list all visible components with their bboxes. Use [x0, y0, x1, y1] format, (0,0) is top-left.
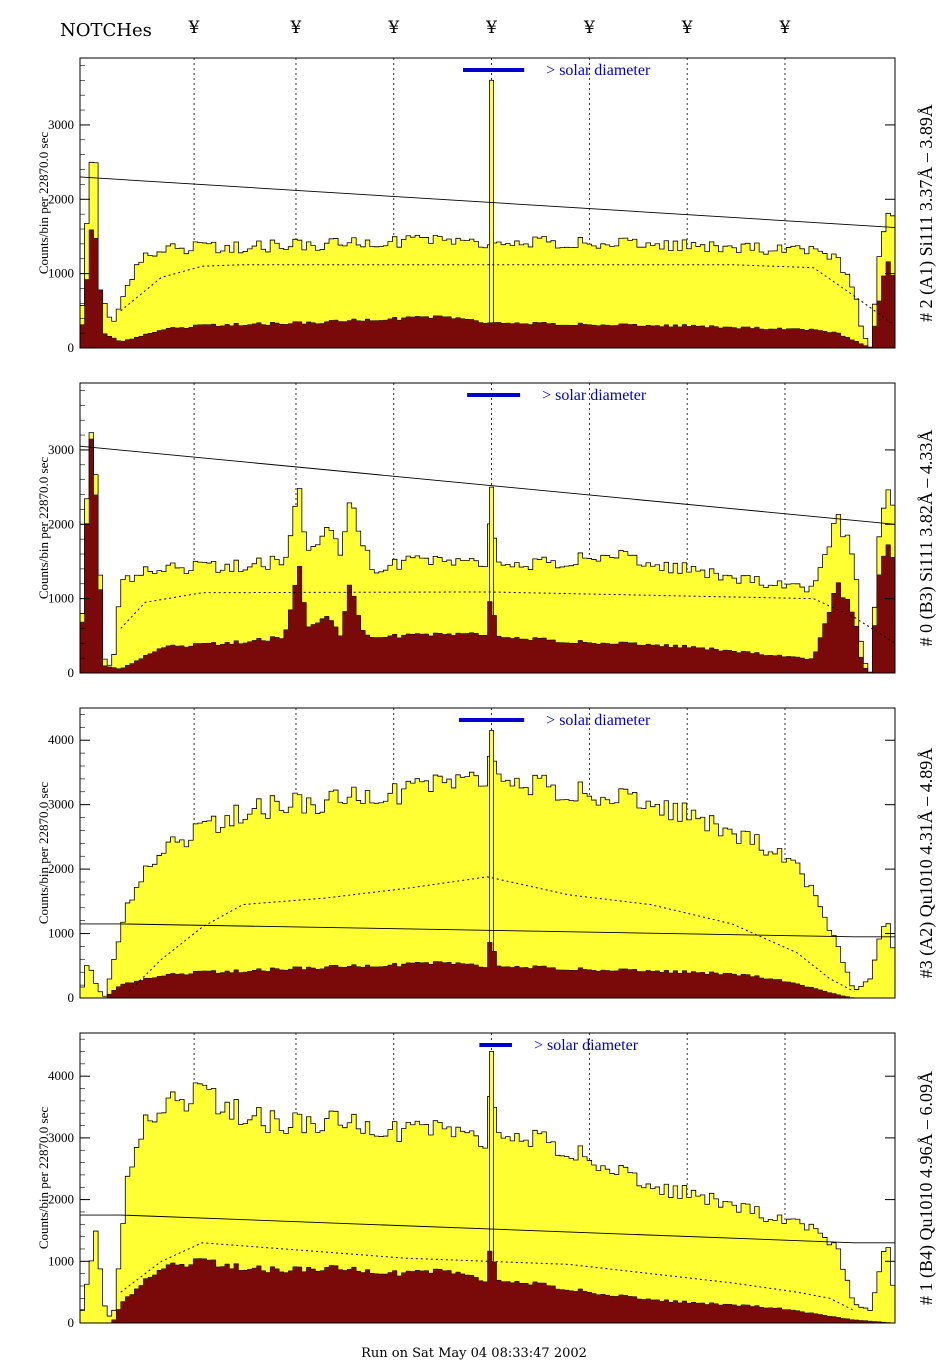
y-tick-label: 2000 — [48, 191, 74, 206]
y-tick-label: 1000 — [48, 266, 74, 281]
y-tick-label: 3000 — [48, 797, 74, 812]
notch-mark-7: ¥ — [779, 18, 791, 38]
y-axis-label: Counts/bin per 22870.0 sec — [36, 1107, 51, 1249]
notch-mark-4: ¥ — [486, 18, 497, 38]
y-tick-label: 2000 — [48, 1192, 74, 1207]
panel-4: 0 1000 2000 3000 4000 Counts/bin per 22870.0 … — [0, 1023, 948, 1348]
solar-diameter-bar — [467, 393, 521, 397]
y-axis-label: Counts/bin per 22870.0 sec — [36, 132, 51, 274]
solar-diameter-label: > solar diameter — [546, 62, 651, 79]
run-timestamp: Run on Sat May 04 08:33:47 2002 — [361, 1346, 587, 1361]
notch-mark-5: ¥ — [583, 18, 595, 38]
reference-line — [80, 1214, 895, 1244]
y-tick-label: 1000 — [48, 591, 74, 606]
total-histogram — [79, 161, 896, 349]
model-curve — [120, 1242, 855, 1312]
y-tick-label: 1000 — [48, 926, 74, 941]
solar-diameter-bar — [463, 68, 525, 72]
panel-label: # 0 (B3) Si111 3.82Å – 4.33Å — [916, 430, 937, 647]
dark-histogram — [80, 1250, 896, 1324]
plot-frame — [79, 1032, 896, 1324]
y-axis-label: Counts/bin per 22870.0 sec — [36, 782, 51, 924]
panel-1: 0 1000 2000 3000 Counts/bin per 22870.0 sec #… — [0, 48, 948, 373]
panel-label: # 1 (B4) Qu1010 4.96Å – 6.09Å — [916, 1071, 937, 1305]
notch-header: NOTCHes ¥ ¥ ¥ ¥ ¥ ¥ ¥ — [0, 0, 948, 48]
y-tick-label: 4000 — [48, 732, 74, 747]
dark-histogram — [79, 229, 896, 349]
y-tick-label: 0 — [68, 1315, 75, 1330]
y-tick-label: 1000 — [48, 1253, 74, 1268]
y-tick-label: 0 — [68, 990, 75, 1005]
total-histogram — [79, 432, 896, 674]
solar-diameter-bar — [458, 718, 525, 722]
notch-mark-1: ¥ — [188, 18, 200, 38]
y-tick-label: 3000 — [48, 442, 74, 457]
reference-line — [79, 445, 896, 525]
y-tick-label: 2000 — [48, 861, 74, 876]
solar-diameter-label: > solar diameter — [542, 387, 647, 404]
panels: 0 1000 2000 3000 Counts/bin per 22870.0 sec #… — [0, 48, 948, 1348]
reference-line — [79, 176, 896, 228]
plot-frame — [79, 57, 896, 349]
model-curve — [120, 591, 896, 644]
solar-diameter-label: > solar diameter — [534, 1037, 639, 1054]
notch-title: NOTCHes — [60, 20, 152, 41]
y-tick-label: 3000 — [48, 117, 74, 132]
solar-diameter-bar — [479, 1043, 512, 1047]
peak-spike — [489, 79, 494, 349]
solar-diameter-label: > solar diameter — [546, 712, 651, 729]
y-tick-label: 2000 — [48, 516, 74, 531]
panel-label: # 2 (A1) Si111 3.37Å – 3.89Å — [916, 104, 937, 322]
notch-mark-2: ¥ — [290, 18, 302, 38]
y-tick-label: 0 — [68, 665, 75, 680]
y-tick-label: 4000 — [48, 1068, 74, 1083]
y-tick-label: 3000 — [48, 1130, 74, 1145]
dark-histogram — [80, 942, 895, 999]
panel-svg: 0 1000 2000 3000 4000 Counts/bin per 22870.0 … — [36, 1032, 937, 1330]
model-curve — [120, 264, 896, 327]
y-axis-label: Counts/bin per 22870.0 sec — [36, 457, 51, 599]
panel-svg: 0 1000 2000 3000 4000 Counts/bin per 22870.0 … — [36, 707, 937, 1005]
panel-2: 0 1000 2000 3000 Counts/bin per 22870.0 sec #… — [0, 373, 948, 698]
plot-frame — [79, 707, 896, 999]
model-curve — [128, 876, 855, 992]
total-histogram — [79, 1082, 896, 1324]
plot-frame — [79, 382, 896, 674]
y-tick-label: 0 — [68, 340, 75, 355]
notch-mark-6: ¥ — [681, 18, 693, 38]
notch-mark-3: ¥ — [388, 18, 400, 38]
dark-histogram — [79, 438, 896, 674]
panel-label: #3 (A2) Qu1010 4.31Å – 4.89Å — [916, 748, 937, 978]
reference-line — [80, 923, 895, 938]
panel-3: 0 1000 2000 3000 4000 Counts/bin per 22870.0 … — [0, 698, 948, 1023]
